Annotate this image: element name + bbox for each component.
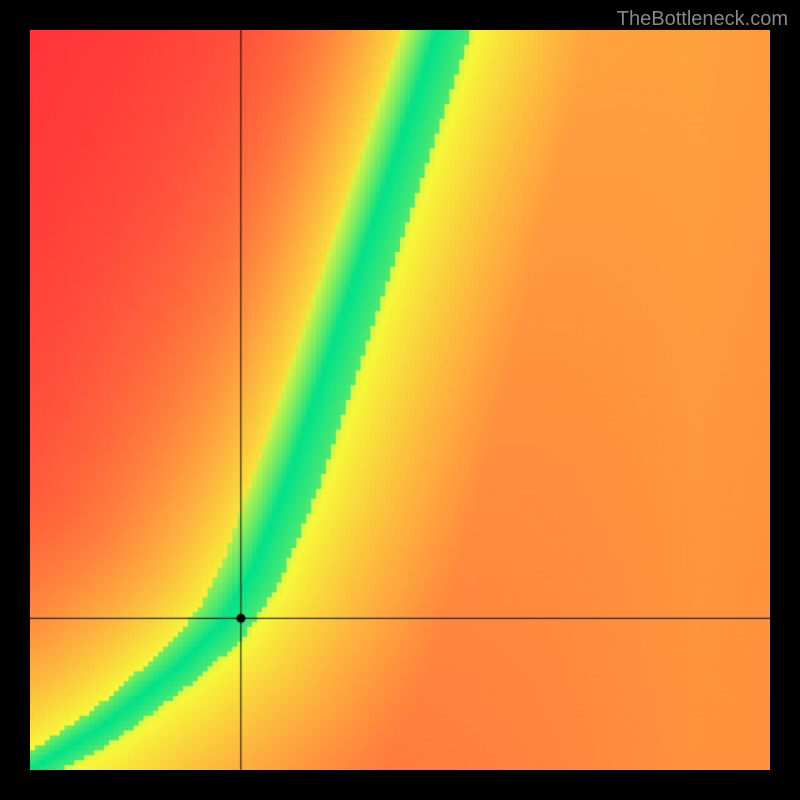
bottleneck-heatmap-chart	[30, 30, 770, 770]
watermark-text: TheBottleneck.com	[617, 8, 788, 31]
heatmap-canvas	[30, 30, 770, 770]
